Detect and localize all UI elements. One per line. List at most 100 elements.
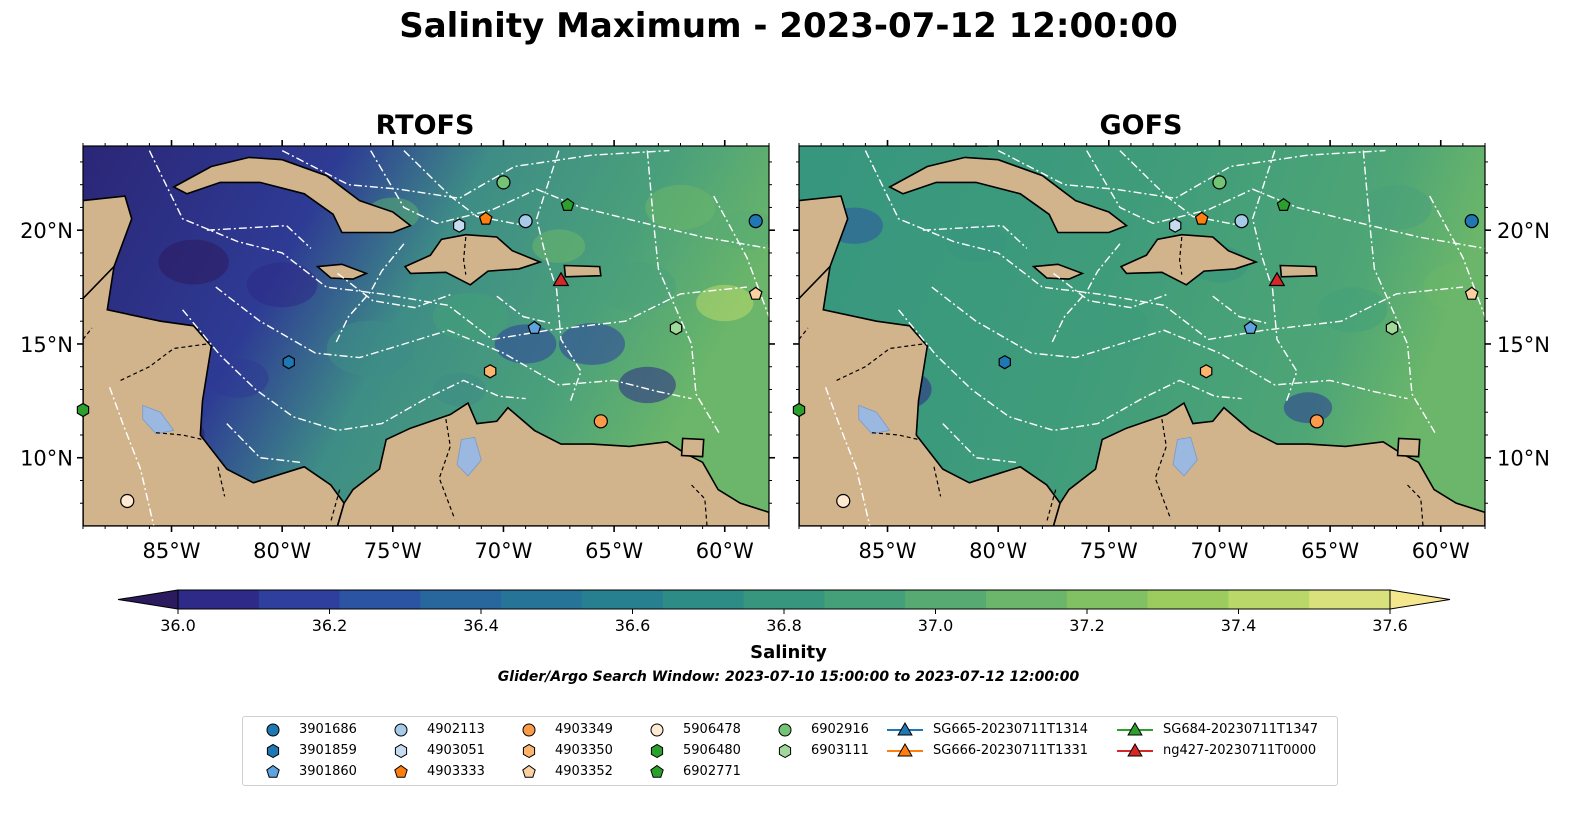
legend-symbol xyxy=(266,764,280,778)
colorbar-extend-high xyxy=(1389,589,1451,610)
land-puertoRico xyxy=(563,264,602,278)
legend-label: 6902916 xyxy=(811,722,869,737)
lon-tick-label: 65°W xyxy=(585,539,643,563)
colorbar-tick-label: 37.4 xyxy=(1221,616,1257,635)
legend-symbol xyxy=(778,743,792,759)
lon-tick-label: 70°W xyxy=(1190,539,1248,563)
colorbar-extend-low xyxy=(117,589,179,610)
panel-title-rtofs: RTOFS xyxy=(375,110,475,141)
legend-label: 4903349 xyxy=(555,722,613,737)
colorbar-segment xyxy=(1309,590,1391,609)
colorbar-label: Salinity xyxy=(750,642,827,663)
marker-4902113 xyxy=(518,213,533,229)
country-border xyxy=(933,466,942,497)
lon-tick-label: 75°W xyxy=(1080,539,1138,563)
lon-tick-label: 70°W xyxy=(474,539,532,563)
land-cuba xyxy=(171,156,413,234)
eez-boundary xyxy=(922,224,1028,249)
marker-3901860 xyxy=(527,320,542,334)
eez-boundary xyxy=(864,150,1463,341)
marker-3901859 xyxy=(998,355,1012,370)
eez-boundary xyxy=(898,309,1242,432)
marker-6902771 xyxy=(1276,197,1291,211)
country-border xyxy=(836,343,923,381)
colorbar-segment xyxy=(501,590,583,609)
legend-label: 6902771 xyxy=(683,764,741,779)
map-frame xyxy=(798,145,1486,527)
country-border xyxy=(155,432,203,441)
eez-boundary xyxy=(1119,150,1242,227)
lon-tick-label: 80°W xyxy=(969,539,1027,563)
legend-symbol xyxy=(522,723,536,737)
colorbar-segment xyxy=(582,590,664,609)
eez-boundary xyxy=(1251,150,1298,404)
marker-4903349 xyxy=(593,414,608,429)
colorbar-segment xyxy=(743,590,825,609)
land-yucatan xyxy=(83,195,133,300)
marker-4903349 xyxy=(1309,414,1324,429)
colorbar-segment xyxy=(1147,590,1229,609)
legend-label: 4903350 xyxy=(555,743,613,758)
legend-symbol xyxy=(266,723,280,737)
lon-tick-label: 85°W xyxy=(143,539,201,563)
salinity-eddy xyxy=(246,262,318,308)
marker-6902916 xyxy=(496,175,511,190)
marker-3901686 xyxy=(1464,213,1479,229)
country-border xyxy=(1154,419,1172,520)
legend-symbol xyxy=(266,743,280,759)
colorbar-segment xyxy=(339,590,421,609)
salinity-eddy xyxy=(618,366,676,404)
country-border xyxy=(1178,236,1183,275)
marker-3901860 xyxy=(1243,320,1258,334)
eez-boundary xyxy=(646,150,721,436)
eez-boundary xyxy=(1050,243,1121,345)
eez-boundary xyxy=(206,224,312,249)
legend-symbol xyxy=(887,742,923,757)
country-border xyxy=(217,466,226,497)
marker-6903111 xyxy=(1385,320,1399,336)
legend-label: ng427-20230711T0000 xyxy=(1163,743,1317,758)
land-cuba xyxy=(887,156,1129,234)
marker-ng427-20230711T0000 xyxy=(552,271,570,287)
legend-label: 4903051 xyxy=(427,743,485,758)
eez-boundary xyxy=(215,286,692,400)
legend-label: 3901859 xyxy=(299,743,357,758)
country-border xyxy=(83,327,93,340)
legend-label: SG666-20230711T1331 xyxy=(933,743,1089,758)
marker-5906480 xyxy=(76,402,90,418)
salinity-eddy xyxy=(432,292,508,341)
marker-4903333 xyxy=(1194,211,1209,225)
marker-4903350 xyxy=(483,364,497,379)
marker-4903352 xyxy=(748,286,763,300)
legend-label: SG684-20230711T1347 xyxy=(1163,722,1319,737)
country-border xyxy=(330,489,341,522)
salinity-eddy xyxy=(945,221,1007,262)
lat-tick-label: 20°N xyxy=(1497,219,1550,243)
land-jamaica xyxy=(315,263,369,280)
marker-4902113 xyxy=(1234,213,1249,229)
legend-label: 4902113 xyxy=(427,722,485,737)
legend-symbol xyxy=(887,721,923,736)
eez-boundary xyxy=(824,386,871,526)
legend-symbol xyxy=(650,723,664,737)
legend-symbol xyxy=(522,764,536,778)
land-florida xyxy=(237,146,272,147)
marker-3901859 xyxy=(282,355,295,370)
legend-label: 3901860 xyxy=(299,764,357,779)
legend-label: 4903352 xyxy=(555,764,613,779)
country-border xyxy=(691,484,708,526)
legend-label: SG665-20230711T1314 xyxy=(933,722,1089,737)
marker-5906478 xyxy=(836,493,851,509)
colorbar-segment xyxy=(662,590,745,609)
salinity-eddy xyxy=(558,322,625,365)
colorbar-tick-label: 37.2 xyxy=(1069,616,1105,635)
land-yucatan xyxy=(799,195,849,300)
colorbar: 36.0 36.2 36.4 36.6 36.8 37.0 37.2 37.4 37.6 xyxy=(117,589,1451,635)
country-border xyxy=(799,327,809,340)
eez-boundary xyxy=(535,150,582,404)
marker-6902916 xyxy=(1212,175,1227,190)
lon-tick-label: 85°W xyxy=(859,539,917,563)
eez-boundary xyxy=(1053,272,1169,309)
country-border xyxy=(1407,484,1424,526)
